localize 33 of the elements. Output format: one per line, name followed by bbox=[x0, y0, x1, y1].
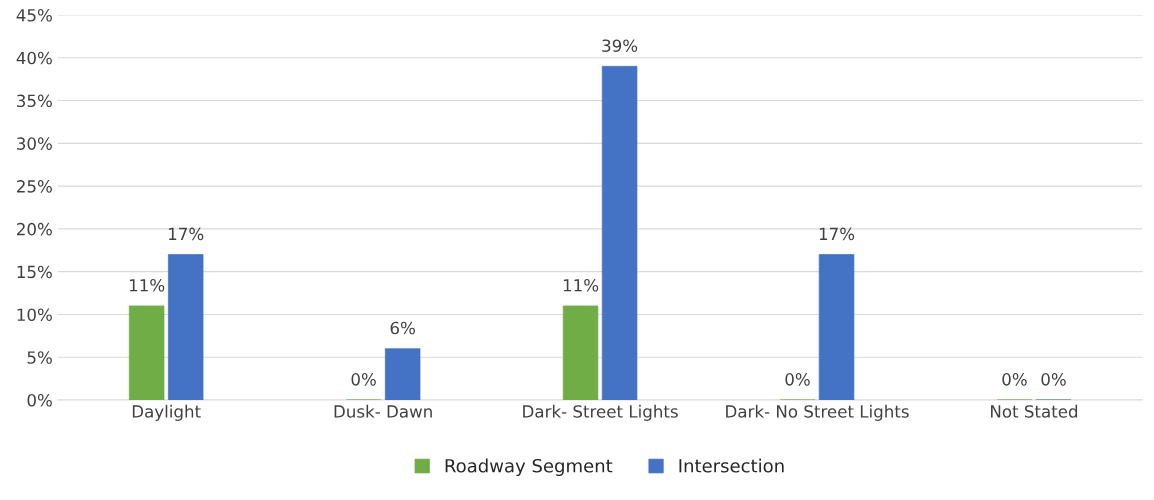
x-tick-label: Dark- No Street Lights bbox=[726, 404, 909, 421]
y-tick-label: 40% bbox=[16, 51, 52, 65]
y-tick-label: 15% bbox=[17, 265, 52, 279]
data-label: 0% bbox=[1041, 373, 1066, 386]
data-label: 11% bbox=[563, 278, 599, 292]
data-label: 0% bbox=[785, 373, 810, 386]
data-label: 17% bbox=[169, 227, 204, 241]
y-tick-label: 20% bbox=[17, 222, 52, 236]
data-label: 39% bbox=[602, 39, 638, 52]
legend-label: Roadway Segment bbox=[445, 458, 613, 477]
x-tick-label: Not Stated bbox=[991, 404, 1078, 418]
data-label: 0% bbox=[1002, 373, 1027, 386]
x-tick-label: Dark- Street Lights bbox=[523, 404, 678, 421]
y-tick-label: 5% bbox=[27, 351, 52, 364]
data-label: 17% bbox=[819, 227, 855, 241]
data-label: 0% bbox=[351, 373, 376, 386]
x-tick-label: Dusk- Dawn bbox=[334, 404, 432, 418]
x-tick-label: Daylight bbox=[132, 404, 201, 421]
bar bbox=[601, 65, 638, 400]
y-tick-label: 0% bbox=[27, 393, 52, 407]
bar bbox=[562, 305, 599, 400]
bar bbox=[818, 254, 855, 400]
data-label: 6% bbox=[390, 321, 415, 335]
bar bbox=[384, 348, 421, 400]
y-tick-label: 45% bbox=[16, 8, 52, 22]
bar bbox=[168, 254, 204, 400]
bar bbox=[128, 305, 165, 400]
legend-label: Intersection bbox=[679, 458, 784, 473]
y-tick-label: 30% bbox=[17, 137, 52, 150]
y-tick-label: 10% bbox=[17, 308, 52, 322]
data-label: 11% bbox=[129, 278, 165, 292]
y-tick-label: 35% bbox=[17, 94, 52, 108]
y-tick-label: 25% bbox=[17, 180, 52, 193]
